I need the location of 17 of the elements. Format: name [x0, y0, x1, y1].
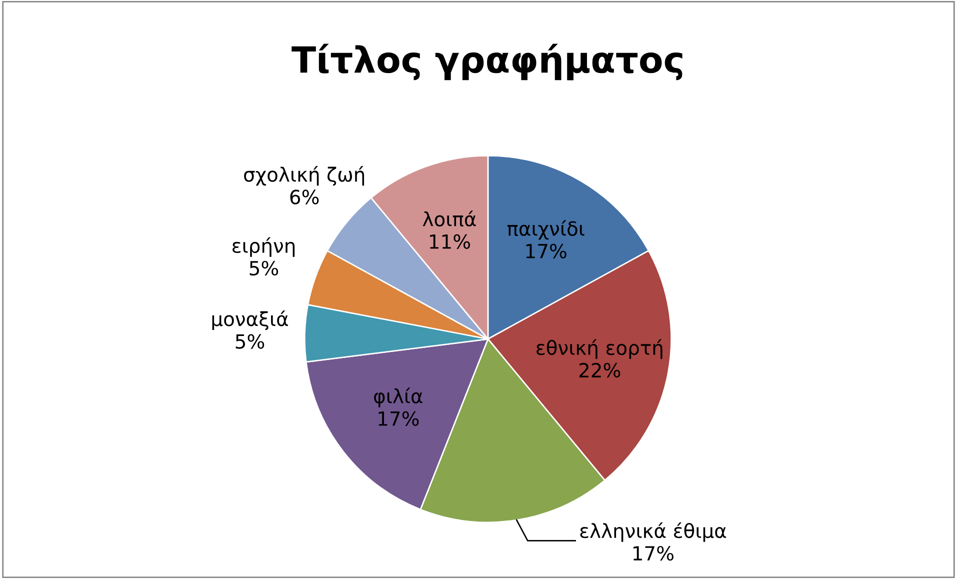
data-label: 17%	[633, 546, 674, 561]
slice-label: ειρήνη	[232, 237, 295, 257]
slice-label: φιλία	[374, 388, 422, 408]
data-label: 22%	[579, 362, 620, 378]
data-label: 17%	[378, 411, 419, 426]
data-label: 5%	[236, 334, 264, 349]
slice-label: μοναξιά	[212, 310, 288, 330]
data-label: 17%	[526, 244, 566, 258]
data-label: 5%	[250, 260, 278, 276]
data-label: 6%	[290, 190, 319, 204]
slice-label: ελληνικά έθιμα	[580, 522, 726, 542]
slice-label: εθνική εορτή	[536, 339, 662, 359]
slice-label: σχολική ζωή	[244, 166, 364, 186]
slice-label: λοιπά	[422, 210, 476, 227]
data-label: 11%	[430, 234, 470, 249]
chart-title: Τίτλος γραφήματος	[292, 44, 682, 80]
slice-label: παιχνίδι	[507, 220, 584, 240]
